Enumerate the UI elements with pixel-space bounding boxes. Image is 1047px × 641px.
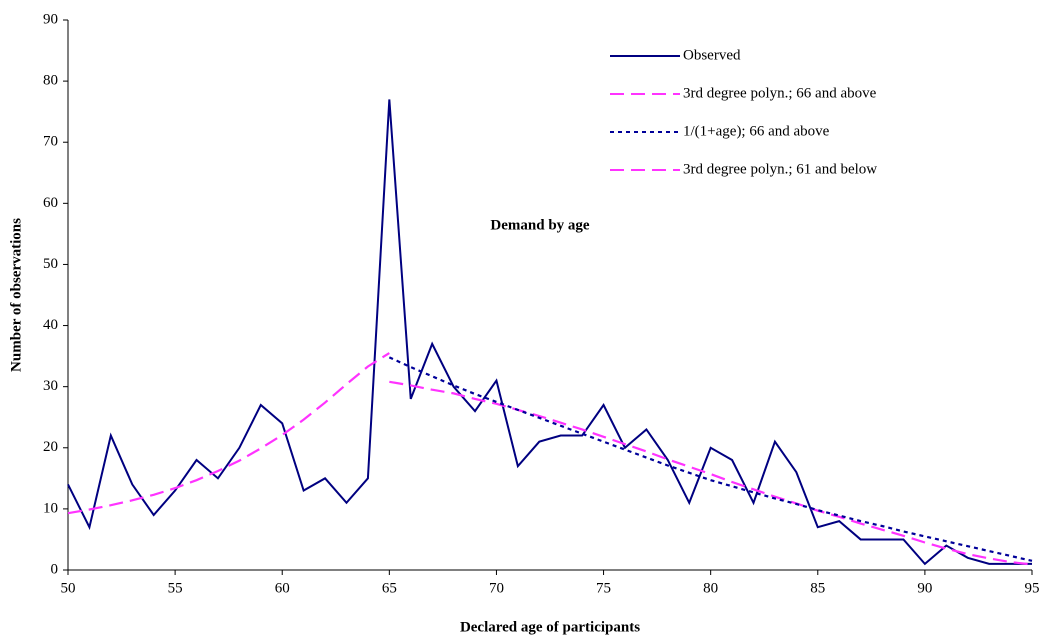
- chart-title: Demand by age: [490, 217, 590, 233]
- x-tick-label: 80: [703, 580, 718, 596]
- x-tick-label: 60: [275, 580, 290, 596]
- x-tick-label: 65: [382, 580, 397, 596]
- y-tick-label: 0: [51, 561, 59, 577]
- x-tick-label: 55: [168, 580, 183, 596]
- y-tick-label: 70: [43, 134, 58, 150]
- y-tick-label: 40: [43, 317, 58, 333]
- legend-label: 3rd degree polyn.; 61 and below: [683, 161, 877, 177]
- y-tick-label: 80: [43, 73, 58, 89]
- y-tick-label: 20: [43, 439, 58, 455]
- y-tick-label: 60: [43, 195, 58, 211]
- x-tick-label: 75: [596, 580, 611, 596]
- series-line: [389, 380, 1033, 566]
- y-tick-label: 30: [43, 378, 58, 394]
- x-tick-label: 70: [489, 580, 504, 596]
- x-axis-label: Declared age of participants: [460, 619, 640, 635]
- y-axis-label: Number of observations: [8, 218, 24, 372]
- y-tick-label: 90: [43, 11, 58, 27]
- x-tick-label: 90: [917, 580, 932, 596]
- series-line: [67, 352, 390, 515]
- y-tick-label: 50: [43, 256, 58, 272]
- series-line: [388, 356, 1033, 562]
- legend-label: 1/(1+age); 66 and above: [683, 123, 830, 139]
- legend-label: Observed: [683, 47, 741, 63]
- y-tick-label: 10: [43, 500, 58, 516]
- series-line: [67, 99, 1032, 566]
- x-tick-label: 85: [810, 580, 825, 596]
- x-tick-label: 95: [1025, 580, 1040, 596]
- legend-label: 3rd degree polyn.; 66 and above: [683, 85, 877, 101]
- x-tick-label: 50: [61, 580, 76, 596]
